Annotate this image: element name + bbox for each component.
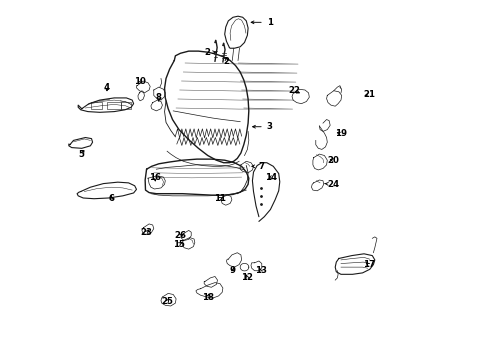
Text: 22: 22 <box>287 86 300 95</box>
Text: 6: 6 <box>108 194 114 203</box>
Text: 17: 17 <box>362 260 374 269</box>
Text: 10: 10 <box>134 77 146 85</box>
Text: 7: 7 <box>251 162 264 171</box>
Bar <box>107 102 121 109</box>
Text: 14: 14 <box>265 173 277 181</box>
Text: 15: 15 <box>173 240 184 248</box>
Text: 21: 21 <box>363 90 375 99</box>
Text: 1: 1 <box>251 18 272 27</box>
Text: 2: 2 <box>223 57 229 66</box>
Text: 9: 9 <box>229 266 236 275</box>
Text: 3: 3 <box>252 122 272 131</box>
Text: 13: 13 <box>254 266 266 275</box>
Text: 4: 4 <box>104 83 110 91</box>
Text: 26: 26 <box>174 231 186 240</box>
Text: 18: 18 <box>202 292 213 302</box>
Text: 12: 12 <box>241 274 253 282</box>
Text: 23: 23 <box>140 228 152 237</box>
Text: 20: 20 <box>327 156 339 165</box>
Text: 16: 16 <box>149 173 161 181</box>
Text: 8: 8 <box>156 94 162 102</box>
Text: 24: 24 <box>324 180 339 189</box>
Text: 11: 11 <box>214 194 225 203</box>
Text: 25: 25 <box>161 297 173 306</box>
Bar <box>91 102 102 109</box>
Text: 5: 5 <box>79 150 84 158</box>
Text: 2: 2 <box>204 48 216 57</box>
Text: 19: 19 <box>334 129 346 138</box>
Bar <box>121 102 131 109</box>
